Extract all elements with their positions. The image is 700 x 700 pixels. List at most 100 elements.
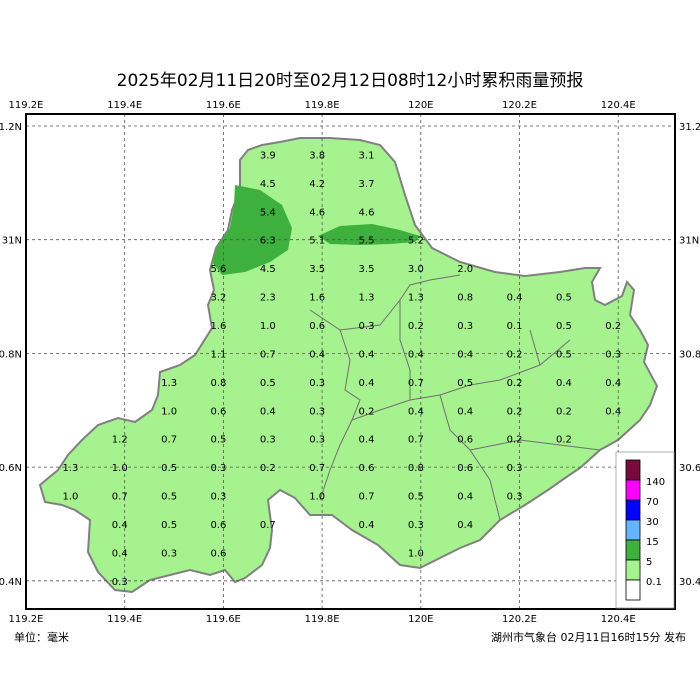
district-boundaries [309,274,601,521]
rainfall-value: 0.4 [457,349,473,360]
rainfall-value: 0.3 [507,463,523,474]
rainfall-value: 0.4 [309,349,325,360]
rainfall-value: 0.4 [457,406,473,417]
rainfall-value: 0.6 [211,520,227,531]
legend-swatch [625,539,641,561]
rainfall-value: 3.5 [359,264,375,275]
rainfall-value: 0.7 [260,349,276,360]
lon-tick-top: 119.4E [107,100,142,111]
legend-swatch [625,579,641,601]
unit-label: 单位：毫米 [14,631,69,644]
lon-tick-top: 119.2E [9,100,44,111]
rainfall-value: 0.4 [359,520,375,531]
lon-tick-bottom: 119.2E [9,614,44,625]
rainfall-value: 5.2 [408,236,424,247]
rainfall-value: 4.2 [309,179,325,190]
rainfall-value: 0.3 [112,577,128,588]
rainfall-value: 0.4 [556,378,572,389]
rainfall-value: 1.0 [112,463,128,474]
rainfall-value: 0.5 [161,463,177,474]
lon-tick-top: 120.4E [601,100,636,111]
rainfall-value: 0.4 [112,520,128,531]
rainfall-value: 1.2 [112,435,128,446]
legend-box [615,451,675,609]
rainfall-value: 0.3 [309,406,325,417]
rainfall-value: 0.4 [605,406,621,417]
lon-tick-top: 120E [408,100,433,111]
rainfall-value: 0.7 [408,435,424,446]
rainfall-value: 0.4 [359,378,375,389]
rainfall-value: 0.5 [556,349,572,360]
rainfall-values: 3.9 3.8 3.1 4.5 4.2 3.7 5.4 4.6 4.6 6.3 5.1 5.5 5.2 5… [62,150,621,587]
map-title: 2025年02月11日20时至02月12日08时12小时累积雨量预报 [116,71,584,91]
legend-label: 15 [646,537,659,548]
rainfall-value: 1.0 [62,492,78,503]
rainfall-value: 3.0 [408,264,424,275]
lat-tick-left: 30.6N [0,463,22,474]
rainfall-value: 0.4 [359,349,375,360]
legend-swatch [625,559,641,581]
rainfall-value: 0.2 [507,435,523,446]
rainfall-value: 0.2 [556,435,572,446]
rainfall-value: 1.0 [309,492,325,503]
lon-tick-top: 119.6E [206,100,241,111]
rainfall-value: 5.6 [211,264,227,275]
rainfall-value: 0.4 [457,520,473,531]
rainfall-value: 4.5 [260,179,276,190]
rainfall-value: 0.4 [507,293,523,304]
rainfall-value: 0.8 [408,463,424,474]
rainfall-value: 0.5 [161,492,177,503]
rainfall-value: 2.0 [457,264,473,275]
lat-tick-left: 30.8N [0,349,22,360]
legend-label: 70 [646,497,659,508]
rainfall-value: 0.4 [408,406,424,417]
rainfall-value: 0.3 [605,349,621,360]
rainfall-value: 1.0 [408,548,424,559]
rainfall-value: 0.7 [359,492,375,503]
rainfall-value: 4.6 [359,207,375,218]
rainfall-value: 0.5 [260,378,276,389]
rainfall-value: 5.5 [359,236,375,247]
rainfall-value: 0.8 [457,293,473,304]
rainfall-value: 0.5 [556,293,572,304]
rainfall-value: 0.1 [507,321,523,332]
rainfall-value: 0.2 [507,378,523,389]
rainfall-value: 0.2 [507,349,523,360]
rainfall-value: 4.5 [260,264,276,275]
legend-swatch [625,519,641,541]
rainfall-value: 4.6 [309,207,325,218]
rainfall-value: 0.4 [457,492,473,503]
legend-swatch [625,479,641,501]
rainfall-value: 0.7 [260,520,276,531]
lat-tick-left: 30.4N [0,577,22,588]
huzhou-region [38,137,659,594]
lon-tick-bottom: 120E [408,614,433,625]
rainfall-value: 1.0 [161,406,177,417]
rainfall-value: 0.3 [211,463,227,474]
rainfall-value: 1.3 [62,463,78,474]
lon-tick-bottom: 120.4E [601,614,636,625]
rainfall-value: 1.3 [161,378,177,389]
lat-tick-right: 31.2 [679,122,700,133]
rainfall-value: 0.2 [605,321,621,332]
rainfall-value: 0.4 [408,349,424,360]
rainfall-value: 0.2 [408,321,424,332]
rainfall-value: 0.3 [211,492,227,503]
legend-label: 0.1 [646,577,662,588]
map-frame [25,113,676,610]
rainfall-value: 0.6 [359,463,375,474]
rainfall-value: 6.3 [260,236,276,247]
lat-tick-left: 31.2N [0,122,22,133]
rainfall-value: 0.6 [211,548,227,559]
lon-tick-top: 120.2E [502,100,537,111]
rainfall-value: 1.1 [211,349,227,360]
rainfall-value: 0.7 [161,435,177,446]
rainfall-value: 0.5 [408,492,424,503]
lon-tick-top: 119.8E [305,100,340,111]
rainfall-value: 0.4 [605,378,621,389]
rainfall-value: 0.7 [309,463,325,474]
rainfall-value: 0.3 [161,548,177,559]
rainfall-value: 0.3 [359,321,375,332]
rainfall-value: 0.4 [260,406,276,417]
rainfall-value: 0.3 [260,435,276,446]
